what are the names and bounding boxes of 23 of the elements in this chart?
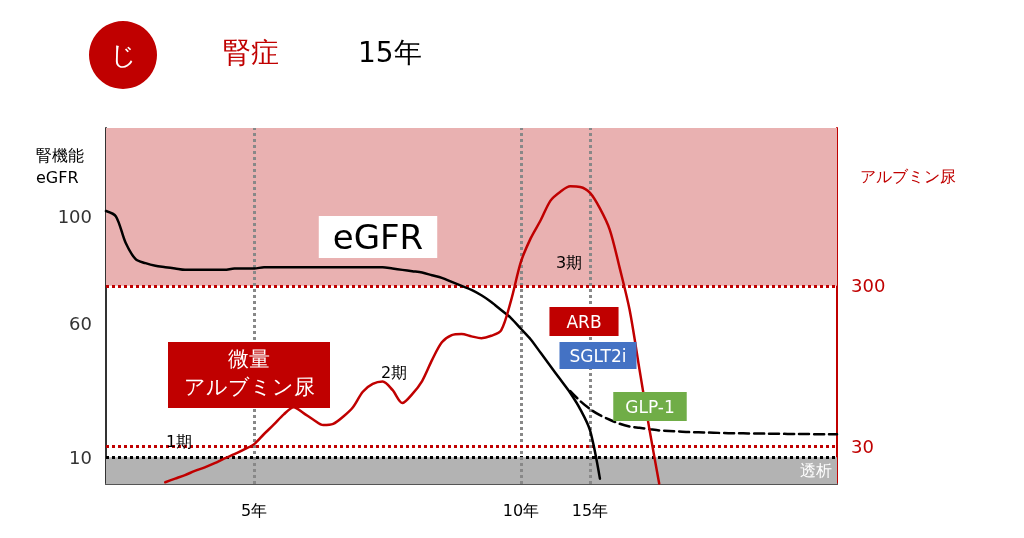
text: じ: [109, 40, 137, 70]
annotation: 微量: [228, 346, 270, 371]
annotation: アルブミン尿: [183, 374, 315, 399]
annotation: 1期: [165, 431, 193, 451]
y2-axis-title: アルブミン尿: [860, 166, 956, 186]
y-axis-title: 腎機能 eGFR: [36, 145, 84, 187]
y-tick-label: 60: [69, 312, 92, 334]
annotation: eGFR: [332, 217, 424, 257]
y-tick-label: 100: [57, 205, 92, 227]
x-tick-label: 15年: [571, 500, 609, 520]
band-label: 透析: [800, 461, 832, 481]
x-tick-label: 5年: [241, 500, 268, 520]
annotation: ARB: [566, 311, 602, 332]
y2-tick-label: 30: [851, 435, 874, 457]
annotation: 3期: [555, 252, 583, 272]
y2-tick-label: 300: [851, 275, 886, 297]
annotation: 2期: [380, 362, 408, 382]
chart-title: 腎症: [223, 35, 279, 69]
chart-subtitle: 15年: [358, 35, 422, 69]
annotation: SGLT2i: [569, 345, 627, 366]
annotation: GLP-1: [625, 396, 675, 417]
x-tick-label: 10年: [502, 500, 540, 520]
y-tick-label: 10: [69, 446, 92, 468]
